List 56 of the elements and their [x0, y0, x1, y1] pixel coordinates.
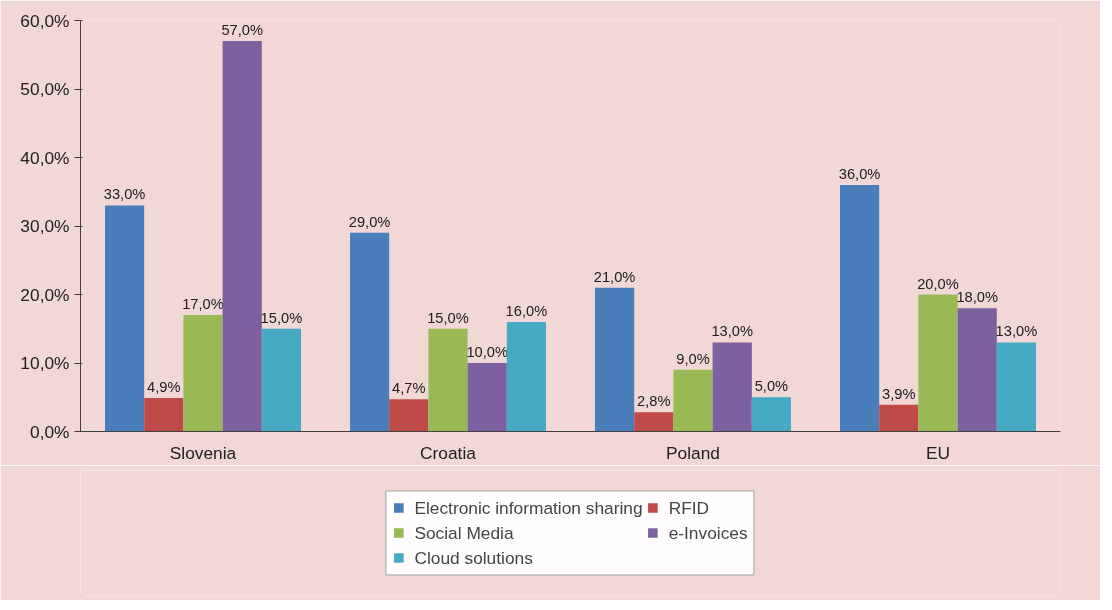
bar [183, 315, 223, 432]
data-label: 5,0% [754, 378, 789, 395]
data-label: 57,0% [221, 22, 263, 39]
data-label: 21,0% [593, 268, 636, 285]
bar [634, 412, 674, 432]
x-tick-label: EU [925, 442, 951, 463]
bar [840, 184, 880, 432]
legend-label: Cloud solutions [414, 547, 533, 568]
bar [467, 363, 507, 432]
data-label: 33,0% [103, 186, 146, 203]
data-label: 13,0% [711, 323, 753, 340]
bar [751, 397, 791, 432]
bar [996, 342, 1036, 432]
y-tick-label: 60,0% [20, 10, 70, 31]
bar [879, 404, 919, 432]
data-label: 10,0% [466, 344, 508, 360]
data-label: 13,0% [995, 323, 1038, 340]
bar [350, 232, 390, 432]
legend-label: Electronic information sharing [414, 497, 643, 518]
bar [222, 41, 262, 432]
x-tick-label: Slovenia [169, 442, 237, 463]
bar [712, 342, 752, 432]
data-label: 15,0% [260, 309, 303, 326]
bar [389, 399, 429, 432]
legend-label: e-Invoices [668, 522, 748, 543]
bar [918, 294, 958, 432]
data-label: 15,0% [427, 309, 469, 326]
bar [957, 308, 997, 432]
y-tick-label: 40,0% [20, 147, 70, 168]
data-label: 2,8% [637, 393, 671, 410]
x-tick-label: Poland [666, 442, 720, 463]
bar [105, 205, 145, 432]
legend-label: RFID [668, 497, 710, 518]
data-label: 3,9% [882, 385, 916, 402]
y-tick-label: 0,0% [30, 421, 70, 442]
y-tick-label: 20,0% [20, 284, 70, 305]
data-label: 29,0% [348, 213, 391, 230]
y-tick-label: 10,0% [20, 353, 70, 373]
data-label: 4,7% [392, 380, 426, 397]
bar [428, 328, 468, 432]
data-label: 4,9% [147, 378, 181, 395]
bar [506, 321, 546, 432]
data-label: 20,0% [917, 275, 959, 292]
bar [595, 287, 635, 432]
bar [144, 397, 184, 432]
x-tick-label: Croatia [420, 442, 477, 463]
bar [261, 328, 301, 432]
legend-label: Social Media [414, 522, 514, 543]
data-label: 18,0% [956, 289, 998, 306]
bar [673, 369, 713, 432]
y-tick-label: 30,0% [20, 216, 70, 236]
data-label: 9,0% [676, 350, 710, 367]
data-label: 36,0% [838, 165, 881, 182]
y-tick-label: 50,0% [20, 79, 70, 99]
data-label: 17,0% [182, 296, 224, 313]
data-label: 16,0% [505, 302, 548, 319]
